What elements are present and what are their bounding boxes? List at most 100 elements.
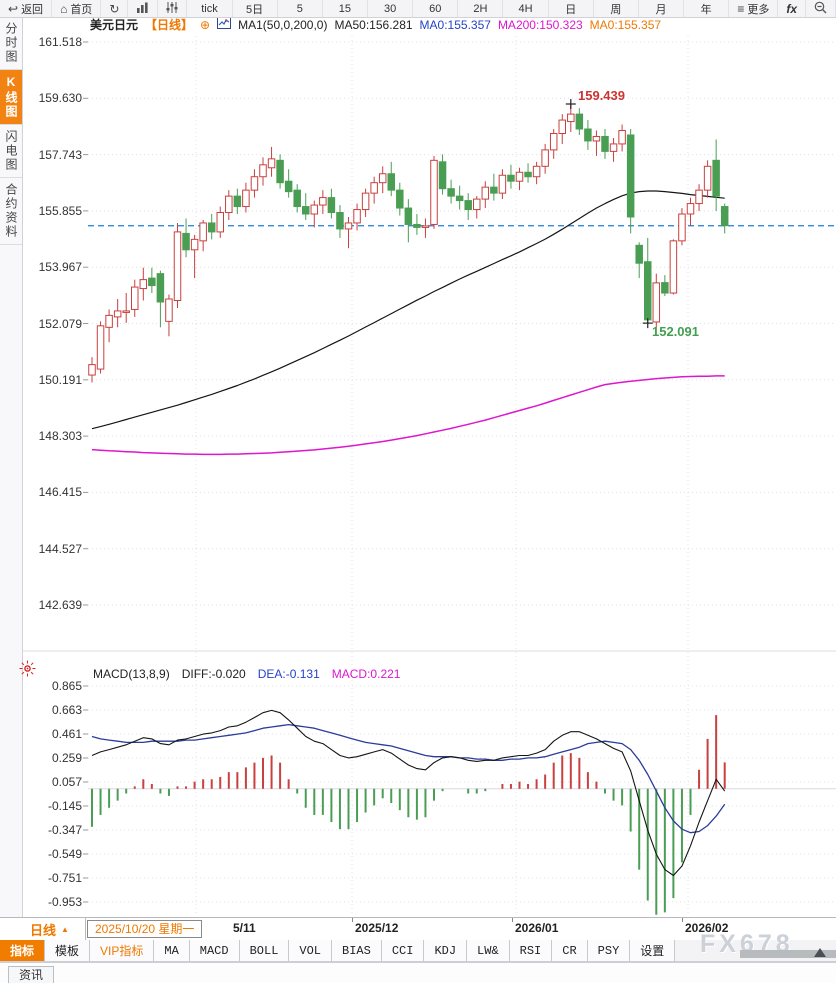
price-axis-label: 153.967 [38, 260, 82, 275]
price-axis-label: 142.639 [38, 598, 82, 612]
home-label: 首页 [70, 3, 93, 16]
macd-axis-label: 0.663 [51, 703, 82, 717]
period-button-5[interactable]: 5 [278, 0, 323, 17]
scrollbar-arrow-icon [814, 948, 826, 957]
sliders-icon [166, 2, 178, 15]
period-button-4H[interactable]: 4H [503, 0, 549, 17]
ma200-value: MA200:150.323 [497, 17, 583, 32]
period-button-5日[interactable]: 5日 [233, 0, 278, 17]
home-icon: ⌂ [60, 1, 68, 16]
macd-axis-label: 0.461 [51, 727, 82, 741]
price-axis-label: 159.630 [38, 91, 82, 106]
more-button[interactable]: ≡ 更多 [729, 0, 779, 17]
macd-axis-label: -0.751 [47, 871, 82, 885]
indicator-tab-设置[interactable]: 设置 [630, 940, 676, 961]
price-axis-label: 150.191 [38, 372, 82, 387]
indicator-tab-PSY[interactable]: PSY [587, 940, 631, 961]
sidebar-item-合约资料[interactable]: 合约资料 [0, 178, 22, 245]
bottom-status-bar: 资讯 [0, 962, 836, 983]
low-price-annotation: 152.091 [652, 324, 699, 339]
period-button-日[interactable]: 日 [549, 0, 594, 17]
x-axis-label-2025/12: 2025/12 [355, 921, 399, 935]
macd-axis-label: -0.347 [47, 823, 82, 837]
indicator-tab-KDJ[interactable]: KDJ [424, 940, 468, 961]
macd-axis-label: -0.953 [47, 895, 82, 909]
indicator-config-icon[interactable] [19, 660, 36, 677]
period-selector-arrow-icon: ▲ [61, 924, 69, 934]
refresh-icon: ↻ [109, 1, 120, 16]
menu-icon: ≡ [737, 1, 745, 16]
period-button-60[interactable]: 60 [413, 0, 459, 17]
chart-style-button[interactable] [128, 0, 159, 17]
macd-dea-value: DEA:-0.131 [257, 667, 320, 681]
ma0-orange-value: MA0:155.357 [589, 17, 662, 32]
home-button[interactable]: ⌂ 首页 [52, 0, 102, 17]
news-tab[interactable]: 资讯 [8, 966, 55, 983]
period-button-月[interactable]: 月 [639, 0, 685, 17]
macd-header: MACD(13,8,9) DIFF:-0.020 DEA:-0.131 MACD… [93, 667, 400, 681]
ma50-value: MA50:156.281 [334, 17, 413, 32]
indicator-tab-MACD[interactable]: MACD [189, 940, 240, 961]
indicator-tab-CR[interactable]: CR [552, 940, 588, 961]
formula-button[interactable]: fx [778, 0, 806, 17]
indicator-tab-RSI[interactable]: RSI [509, 940, 553, 961]
macd-axis-label: 0.259 [51, 751, 82, 765]
indicator-tab-BOLL[interactable]: BOLL [239, 940, 290, 961]
macd-axis-label: 0.057 [51, 775, 82, 789]
macd-diff-value: DIFF:-0.020 [181, 667, 246, 681]
ma-settings-label: MA1(50,0,200,0) [238, 17, 328, 32]
x-axis-tick [512, 918, 513, 922]
fx-icon: fx [786, 1, 797, 16]
bar-chart-icon [136, 2, 149, 15]
macd-title: MACD(13,8,9) [93, 667, 170, 681]
crosshair-date-tooltip: 2025/10/20 星期一 [87, 920, 203, 938]
price-axis-label: 146.415 [38, 485, 82, 500]
period-button-年[interactable]: 年 [684, 0, 730, 17]
period-selector-label: 日线 [30, 922, 57, 938]
back-button[interactable]: ↩ 返回 [0, 0, 53, 17]
price-axis-label: 144.527 [38, 541, 82, 556]
sidebar-item-分时图[interactable]: 分时图 [0, 17, 22, 70]
period-button-2H[interactable]: 2H [458, 0, 504, 17]
period-button-30[interactable]: 30 [368, 0, 414, 17]
x-axis-tick [682, 918, 683, 922]
x-axis-strip: 日线 ▲ 2025/10/20 星期一 5/11 2025/12 2026/01 2… [0, 917, 836, 940]
sidebar-item-K线图[interactable]: K线图 [0, 70, 22, 125]
more-label: 更多 [747, 3, 770, 16]
price-axis-label: 152.079 [38, 316, 82, 331]
refresh-button[interactable]: ↻ [101, 0, 129, 17]
macd-axis-label: -0.145 [47, 799, 82, 813]
add-compare-icon[interactable]: ⊕ [200, 17, 211, 32]
period-selector[interactable]: 日线 ▲ [0, 918, 86, 940]
price-axis-label: 157.743 [38, 147, 82, 162]
ma0-blue-value: MA0:155.357 [419, 17, 491, 32]
mini-kline-icon[interactable] [217, 17, 232, 32]
indicator-tab-VIP指标[interactable]: VIP指标 [90, 940, 155, 961]
indicator-tab-指标[interactable]: 指标 [0, 940, 46, 961]
period-tag: 【日线】 [145, 18, 194, 32]
macd-value: MACD:0.221 [331, 667, 401, 681]
chart-type-sidebar: 分时图 K线图 闪电图 合约资料 [0, 17, 23, 917]
indicator-settings-button[interactable] [158, 0, 188, 17]
symbol-name: 美元日元 [90, 18, 139, 32]
back-label: 返回 [21, 3, 44, 16]
zoom-out-button[interactable] [806, 0, 836, 17]
sidebar-item-闪电图[interactable]: 闪电图 [0, 125, 22, 178]
indicator-tab-模板[interactable]: 模板 [45, 940, 91, 961]
macd-axis-label: -0.549 [47, 847, 82, 861]
period-button-15[interactable]: 15 [323, 0, 368, 17]
price-axis-label: 161.518 [38, 35, 82, 49]
indicator-tab-bar: 指标 模板 VIP指标 MA MACD BOLL VOL BIAS CCI KDJ LW& RSI CR… [0, 940, 836, 962]
horizontal-scrollbar[interactable] [740, 948, 836, 958]
chart-header: 美元日元 【日线】 ⊕ MA1(50,0,200,0) MA50:156.281… [90, 17, 661, 32]
top-toolbar: ↩ 返回 ⌂ 首页 ↻ tick 5日 5 15 30 60 2H 4H 日周月年 ≡ 更多 f… [0, 0, 836, 18]
indicator-tab-CCI[interactable]: CCI [381, 940, 425, 961]
period-button-tick[interactable]: tick [187, 0, 233, 17]
indicator-tab-VOL[interactable]: VOL [289, 940, 333, 961]
period-button-周[interactable]: 周 [594, 0, 639, 17]
price-axis-label: 148.303 [38, 429, 82, 444]
indicator-tab-BIAS[interactable]: BIAS [332, 940, 382, 961]
indicator-tab-MA[interactable]: MA [154, 940, 190, 961]
indicator-tab-LW&[interactable]: LW& [467, 940, 510, 961]
